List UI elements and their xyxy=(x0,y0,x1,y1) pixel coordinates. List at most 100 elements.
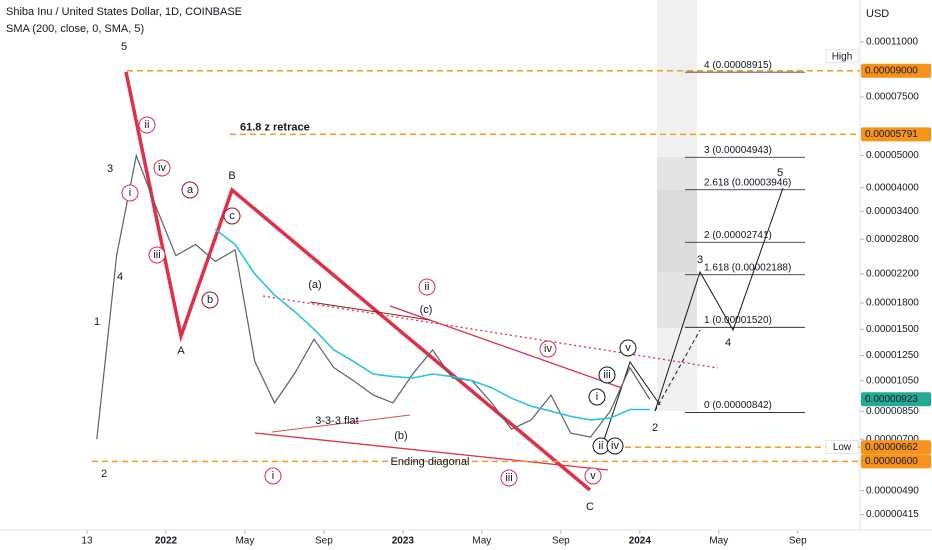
y-tick-label: 0.00001500 xyxy=(866,324,919,335)
y-tick-label: 0.00004000 xyxy=(866,182,919,193)
wave-circle xyxy=(153,159,171,177)
price-badge xyxy=(861,63,931,78)
y-tick-label: 0.00005000 xyxy=(866,150,919,161)
wave-label: iv xyxy=(158,162,166,174)
y-tick-label: 0.00002200 xyxy=(866,269,919,280)
wave-label: i xyxy=(129,187,131,199)
wave-label: 1 xyxy=(94,316,100,328)
wave-label: iv xyxy=(611,440,619,452)
x-tick-label: Sep xyxy=(789,536,807,547)
price-note: High xyxy=(832,51,853,62)
x-tick-label: 2022 xyxy=(155,536,178,547)
wave-label: 3-3-3 flat xyxy=(315,415,358,427)
wave-label: (b) xyxy=(394,430,407,442)
wave-label: 2 xyxy=(652,422,658,434)
wave-circle xyxy=(418,278,436,296)
wave-label: iii xyxy=(603,369,610,381)
price-line-series xyxy=(96,153,651,440)
last-price-label: 0.00000923 xyxy=(865,394,918,405)
note-box xyxy=(825,439,859,454)
wave-circle xyxy=(121,184,139,202)
wave-circle xyxy=(201,291,219,309)
x-tick-label: May xyxy=(709,536,728,547)
currency: USD xyxy=(866,8,889,20)
wave-label: iv xyxy=(544,343,552,355)
wave-circle xyxy=(539,340,557,358)
x-tick-label: Sep xyxy=(315,536,333,547)
price-badge xyxy=(861,440,931,455)
wave-label: A xyxy=(177,345,185,357)
y-tick-label: 0.00000700 xyxy=(866,434,919,445)
wave-label: iii xyxy=(153,249,160,261)
wave-circle xyxy=(598,366,616,384)
x-tick-label: May xyxy=(472,536,491,547)
wave-label: ii xyxy=(145,119,150,131)
y-tick-label: 0.00000850 xyxy=(866,406,919,417)
wave-label: a xyxy=(187,184,194,196)
drawings xyxy=(124,71,784,492)
price-badge xyxy=(861,127,931,142)
wave-circle xyxy=(619,339,637,357)
wave-label: ii xyxy=(425,281,430,293)
price-badge-label: 0.00005791 xyxy=(865,129,918,140)
price-badge-label: 0.00000662 xyxy=(865,442,918,453)
wave-label: c xyxy=(229,210,235,222)
sma-line xyxy=(214,228,650,421)
chart-title: Shiba Inu / United States Dollar, 1D, CO… xyxy=(6,6,242,18)
fib-label: 1 (0.00001520) xyxy=(704,315,772,326)
fib-label: 2 (0.00002741) xyxy=(704,230,772,241)
y-tick-label: 0.00003400 xyxy=(866,206,919,217)
x-tick-label: 13 xyxy=(81,536,93,547)
wave-label: i xyxy=(596,391,598,403)
y-tick-label: 0.00001250 xyxy=(866,350,919,361)
y-tick-label: 0.00000490 xyxy=(866,485,919,496)
wave-label: 5 xyxy=(777,167,783,179)
wave-label: 3 xyxy=(697,254,703,266)
wave-label: B xyxy=(228,170,235,182)
x-tick-label: 2023 xyxy=(392,536,415,547)
fib-label: 2.618 (0.00003946) xyxy=(704,177,791,188)
wave-label: 3 xyxy=(107,163,113,175)
wave-label: v xyxy=(625,342,631,354)
y-tick-label: 0.00007500 xyxy=(866,92,919,103)
wave-circle xyxy=(223,207,241,225)
price-badge xyxy=(861,454,931,469)
fib-label: 0 (0.00000842) xyxy=(704,400,772,411)
retrace-label: 61.8 z retrace xyxy=(240,121,310,133)
wave-circle xyxy=(148,246,166,264)
x-tick-label: May xyxy=(235,536,254,547)
price-badge-label: 0.00000600 xyxy=(865,456,918,467)
wave-label: ii xyxy=(599,440,604,452)
wave-circle xyxy=(181,181,199,199)
wave-label: 4 xyxy=(117,271,123,283)
last-price-badge xyxy=(861,392,931,407)
price-note: Low xyxy=(833,442,852,453)
wave-label: (c) xyxy=(420,304,433,316)
fib-label: 1.618 (0.00002188) xyxy=(704,262,791,273)
wave-label: Ending diagonal xyxy=(391,456,470,468)
y-tick-label: 0.00011000 xyxy=(866,36,919,47)
x-tick-label: 2024 xyxy=(629,536,652,547)
wave-circle xyxy=(500,469,518,487)
wave-circle xyxy=(588,388,606,406)
wave-label: (a) xyxy=(308,279,321,291)
wave-label: v xyxy=(590,470,596,482)
indicator-legend: SMA (200, close, 0, SMA, 5) xyxy=(6,23,144,35)
fib-box xyxy=(657,0,697,411)
wave-label: C xyxy=(586,501,594,513)
note-box xyxy=(825,49,859,64)
fib-label: 3 (0.00004943) xyxy=(704,145,772,156)
wave-label: iii xyxy=(505,472,512,484)
fib-label: 4 (0.00008915) xyxy=(704,60,772,71)
wave-label: i xyxy=(272,470,274,482)
wave-circle xyxy=(138,116,156,134)
y-tick-label: 0.00002800 xyxy=(866,234,919,245)
wave-circle xyxy=(606,437,624,455)
x-tick-label: Sep xyxy=(552,536,570,547)
wave-label: 5 xyxy=(121,41,127,53)
wave-label: b xyxy=(207,294,213,306)
wave-circle xyxy=(264,467,282,485)
y-tick-label: 0.00000415 xyxy=(866,509,919,520)
price-badge-label: 0.00009000 xyxy=(865,65,918,76)
